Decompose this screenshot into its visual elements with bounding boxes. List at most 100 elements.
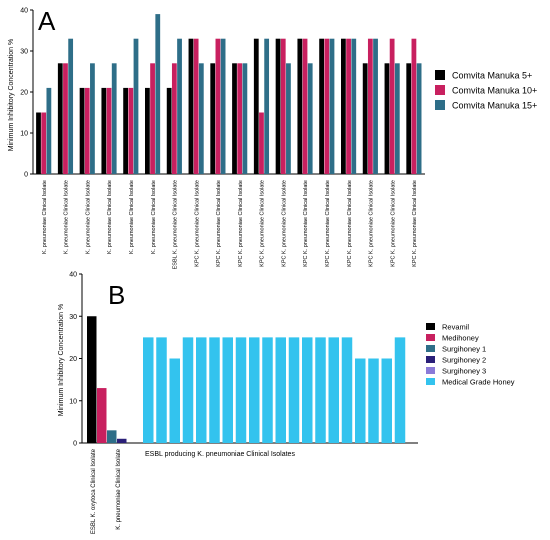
bar xyxy=(87,316,97,443)
bar xyxy=(249,337,260,443)
y-tick-label: 20 xyxy=(69,356,77,363)
y-tick-label: 30 xyxy=(69,314,77,321)
bar xyxy=(242,63,248,174)
x-tick-label: KPC K. pneumoniae Clinical Isolate xyxy=(238,180,244,267)
bar xyxy=(319,38,325,175)
legend-swatch xyxy=(426,378,435,385)
x-tick-label: K. pneumoniae Clinical Isolate xyxy=(116,448,122,529)
bar xyxy=(389,38,395,175)
legend-swatch xyxy=(435,100,445,110)
legend-label: Medihoney xyxy=(442,334,479,343)
panel-b-y-axis-title: Minimum Inhibitory Concentration % xyxy=(58,304,65,416)
bar xyxy=(373,38,378,175)
x-tick-label: ESBL K. oxytoca Clinical Isolate xyxy=(91,448,97,534)
bar xyxy=(90,63,95,174)
legend-label: Surgihoney 3 xyxy=(442,367,486,376)
panel-a-y-axis: 0 10 20 30 40 xyxy=(20,8,425,179)
x-tick-label: KPC K. pneumoniae Clinical Isolate xyxy=(325,180,331,267)
bar xyxy=(341,38,346,175)
bar xyxy=(288,337,300,443)
bar xyxy=(193,38,199,175)
bar xyxy=(262,337,273,443)
panel-b-letter: B xyxy=(108,280,125,310)
bar xyxy=(351,38,357,175)
bar xyxy=(143,337,154,443)
bar xyxy=(57,63,63,174)
x-tick-label: K. pneumoniae Clinical Isolate xyxy=(129,180,135,254)
bar xyxy=(315,337,326,443)
bar xyxy=(259,112,264,174)
x-tick-label: KPC K. pneumoniae Clinical Isolate xyxy=(303,180,309,267)
bar xyxy=(84,87,90,174)
bar xyxy=(355,358,366,443)
legend-swatch xyxy=(426,345,435,352)
x-tick-label: KPC K. pneumoniae Clinical Isolate xyxy=(412,180,418,267)
bar xyxy=(46,87,52,174)
x-tick-label: K. pneumoniae Clinical Isolate xyxy=(151,180,157,254)
bar xyxy=(222,337,233,443)
x-tick-label: K. pneumoniae Clinical Isolate xyxy=(64,180,70,254)
bar xyxy=(188,38,194,175)
panel-b: B 0 10 20 30 40 Minimum Inhibitory Concentra… xyxy=(58,272,515,535)
bar xyxy=(329,38,335,175)
bar xyxy=(297,38,303,175)
bar xyxy=(198,63,204,174)
bar xyxy=(328,337,339,443)
bar xyxy=(275,337,286,443)
x-tick-label: KPC K. pneumoniae Clinical Isolate xyxy=(281,180,287,267)
bar xyxy=(36,112,41,174)
bar xyxy=(346,38,351,175)
panel-a-y-axis-title: Minimum Inhibitory Concentration % xyxy=(8,39,15,151)
legend-swatch xyxy=(426,334,435,341)
bar xyxy=(302,337,313,443)
bar xyxy=(155,14,161,174)
legend-swatch xyxy=(435,85,445,95)
x-tick-label: K. pneumoniae Clinical Isolate xyxy=(107,180,113,254)
legend-swatch xyxy=(426,323,435,330)
legend-label: Comvita Manuka 15+ xyxy=(452,101,537,111)
bar xyxy=(177,38,182,175)
y-tick-label: 0 xyxy=(73,441,77,448)
bar xyxy=(406,63,412,174)
y-tick-label: 40 xyxy=(20,8,28,15)
bar xyxy=(128,87,134,174)
y-tick-label: 20 xyxy=(20,90,28,97)
bar xyxy=(106,87,112,174)
bar xyxy=(362,63,368,174)
bar xyxy=(302,38,308,175)
panel-b-group-label: ESBL producing K. pneumoniae Clinical Is… xyxy=(145,451,295,458)
panel-b-bars xyxy=(87,316,406,443)
bar xyxy=(150,63,155,174)
x-tick-label: KPC K. pneumoniae Clinical Isolate xyxy=(216,180,222,267)
x-tick-label: KPC K. pneumoniae Clinical Isolate xyxy=(390,180,396,267)
bar xyxy=(117,438,127,443)
bar xyxy=(253,38,259,175)
bar xyxy=(286,63,291,174)
bar xyxy=(166,87,172,174)
legend-swatch xyxy=(426,367,435,374)
bar xyxy=(341,337,353,443)
panel-b-legend: Revamil Medihoney Surgihoney 1 Surgihoney 2… xyxy=(426,323,515,387)
legend-label: Medical Grade Honey xyxy=(442,378,515,387)
bar xyxy=(394,63,400,174)
bar xyxy=(68,38,74,175)
bar xyxy=(411,38,417,175)
bar xyxy=(79,87,85,174)
bar xyxy=(196,337,207,443)
y-tick-label: 10 xyxy=(69,398,77,405)
panel-a-x-labels: K. pneumoniae Clinical Isolate K. pneumon… xyxy=(42,180,418,269)
bar xyxy=(182,337,194,443)
bar xyxy=(324,38,330,175)
bar xyxy=(107,430,117,443)
bar xyxy=(264,38,270,175)
x-tick-label: KPC K. pneumoniae Clinical Isolate xyxy=(369,180,375,267)
bar xyxy=(367,38,373,175)
x-tick-label: K. pneumoniae Clinical Isolate xyxy=(42,180,48,254)
panel-b-x-labels: ESBL K. oxytoca Clinical Isolate K. pneum… xyxy=(91,448,122,534)
y-tick-label: 30 xyxy=(20,49,28,56)
bar xyxy=(171,63,177,174)
bar xyxy=(111,63,117,174)
bar xyxy=(133,38,139,175)
bar xyxy=(384,63,390,174)
